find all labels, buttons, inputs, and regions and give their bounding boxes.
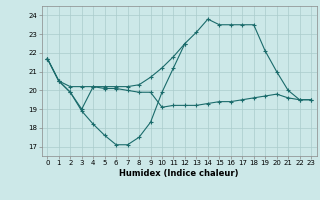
X-axis label: Humidex (Indice chaleur): Humidex (Indice chaleur): [119, 169, 239, 178]
